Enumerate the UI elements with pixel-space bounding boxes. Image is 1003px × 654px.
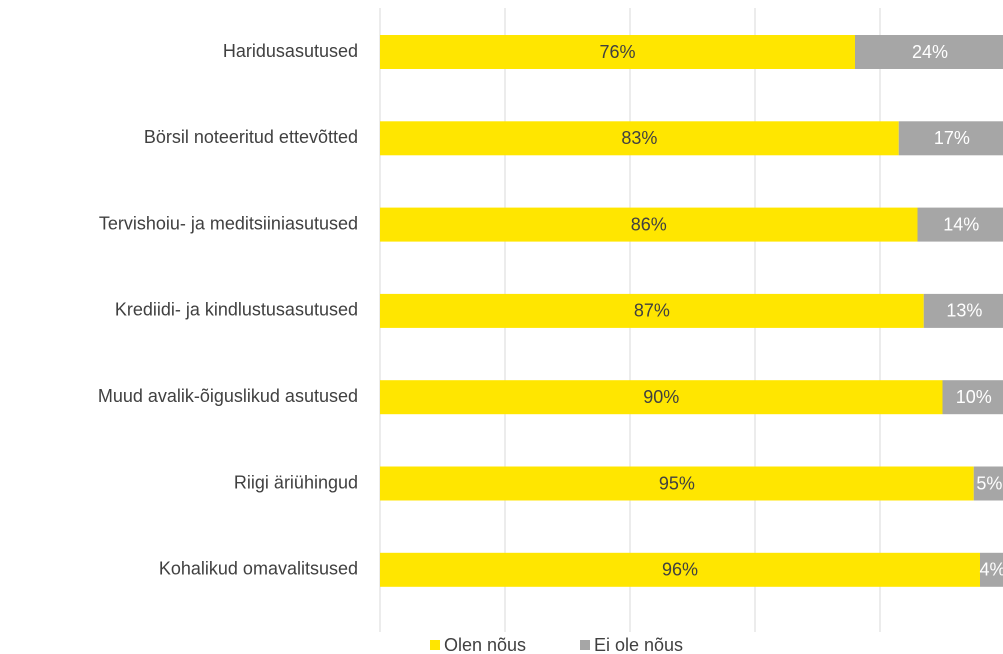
bar-segment: [898, 121, 1003, 156]
value-label: 10%: [956, 387, 992, 407]
bar-segment: [923, 293, 1003, 328]
bar-segment: [380, 466, 974, 501]
category-label: Haridusasutused: [223, 41, 358, 61]
bar-segment: [942, 380, 1003, 415]
bar-segment: [380, 552, 980, 587]
legend-swatch: [430, 640, 440, 650]
bar-segment: [380, 293, 924, 328]
value-label: 86%: [631, 214, 667, 234]
bar-segment: [855, 35, 1003, 69]
category-label: Krediidi- ja kindlustusasutused: [115, 300, 358, 320]
value-label: 95%: [659, 473, 695, 493]
value-label: 83%: [621, 128, 657, 148]
category-label: Riigi äriühingud: [234, 472, 358, 492]
bar-segment: [917, 207, 1003, 242]
bar-segment: [980, 552, 1003, 587]
value-label: 5%: [976, 473, 1002, 493]
category-label: Kohalikud omavalitsused: [159, 559, 358, 579]
legend-swatch: [580, 640, 590, 650]
category-label: Tervishoiu- ja meditsiiniasutused: [99, 213, 358, 233]
bar-segment: [380, 121, 899, 156]
value-label: 17%: [934, 128, 970, 148]
value-label: 76%: [599, 42, 635, 62]
legend-label: Ei ole nõus: [594, 635, 683, 654]
bar-segment: [380, 207, 918, 242]
value-label: 90%: [643, 387, 679, 407]
value-label: 13%: [946, 301, 982, 321]
category-label: Börsil noteeritud ettevõtted: [144, 127, 358, 147]
bar-segment: [380, 380, 943, 415]
bar-segment: [380, 35, 855, 69]
value-label: 4%: [979, 560, 1003, 580]
value-label: 96%: [662, 560, 698, 580]
legend-label: Olen nõus: [444, 635, 526, 654]
category-label: Muud avalik-õiguslikud asutused: [98, 386, 358, 406]
value-label: 14%: [943, 214, 979, 234]
value-label: 24%: [912, 42, 948, 62]
value-label: 87%: [634, 301, 670, 321]
bar-segment: [973, 466, 1003, 501]
